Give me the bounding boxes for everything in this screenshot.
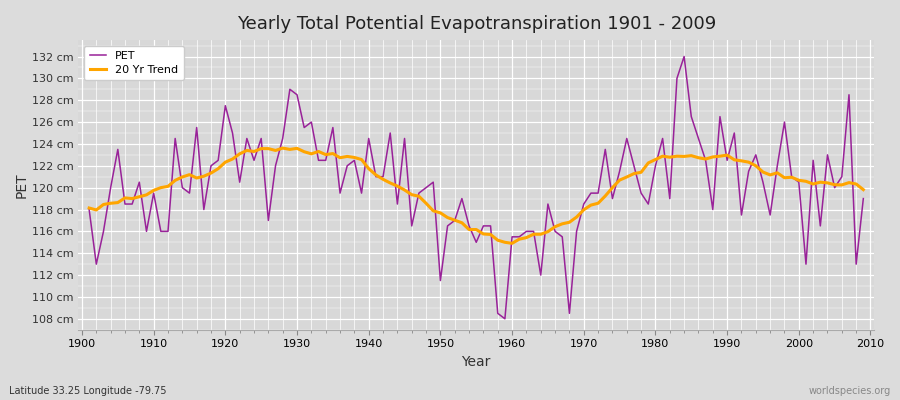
- PET: [141, 229, 152, 234]
- PET: [299, 125, 310, 130]
- Line: PET: PET: [89, 56, 863, 319]
- 20 Yr Trend: [858, 187, 868, 192]
- Y-axis label: PET: PET: [15, 172, 29, 198]
- 20 Yr Trend: [514, 237, 525, 242]
- Text: Latitude 33.25 Longitude -79.75: Latitude 33.25 Longitude -79.75: [9, 386, 166, 396]
- 20 Yr Trend: [521, 235, 532, 240]
- Line: 20 Yr Trend: 20 Yr Trend: [89, 148, 863, 243]
- Text: worldspecies.org: worldspecies.org: [809, 386, 891, 396]
- Legend: PET, 20 Yr Trend: PET, 20 Yr Trend: [84, 46, 184, 80]
- X-axis label: Year: Year: [462, 355, 490, 369]
- PET: [342, 163, 353, 168]
- 20 Yr Trend: [141, 192, 152, 197]
- PET: [679, 54, 689, 59]
- PET: [500, 316, 510, 321]
- PET: [600, 147, 611, 152]
- 20 Yr Trend: [349, 155, 360, 160]
- PET: [858, 196, 868, 201]
- 20 Yr Trend: [277, 146, 288, 150]
- PET: [514, 234, 525, 239]
- 20 Yr Trend: [84, 206, 94, 210]
- 20 Yr Trend: [306, 152, 317, 156]
- PET: [84, 207, 94, 212]
- 20 Yr Trend: [607, 185, 617, 190]
- PET: [507, 234, 517, 239]
- 20 Yr Trend: [507, 241, 517, 246]
- Title: Yearly Total Potential Evapotranspiration 1901 - 2009: Yearly Total Potential Evapotranspiratio…: [237, 15, 716, 33]
